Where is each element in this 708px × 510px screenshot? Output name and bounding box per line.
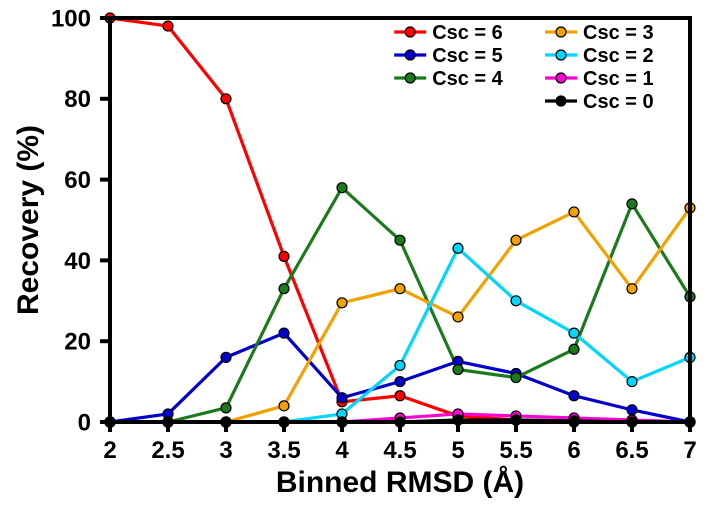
legend-marker-1 [405, 50, 415, 60]
x-tick-label: 6.5 [615, 437, 648, 464]
legend-label-4: Csc = 2 [583, 45, 654, 67]
x-tick-label: 5 [451, 437, 464, 464]
x-tick-label: 3.5 [267, 437, 300, 464]
series-marker-2 [627, 199, 637, 209]
series-marker-2 [569, 344, 579, 354]
x-tick-label: 6 [567, 437, 580, 464]
series-marker-0 [163, 21, 173, 31]
series-marker-3 [395, 284, 405, 294]
legend-marker-4 [556, 50, 566, 60]
series-marker-2 [279, 284, 289, 294]
chart-container: 2 2.5 3 3.5 4 4.5 5 5.5 6 6.5 7 0 20 40 60 80 100 Binned … [0, 0, 708, 510]
x-tick-label: 4.5 [383, 437, 416, 464]
legend-label-1: Csc = 5 [432, 45, 503, 67]
y-tick-label: 80 [64, 86, 91, 113]
series-marker-4 [453, 243, 463, 253]
x-axis-label: Binned RMSD (Å) [276, 466, 524, 499]
x-tick-label: 2.5 [151, 437, 184, 464]
legend-marker-0 [405, 27, 415, 37]
x-tick-label: 2 [103, 437, 116, 464]
recovery-line-chart: 2 2.5 3 3.5 4 4.5 5 5.5 6 6.5 7 0 20 40 60 80 100 Binned … [0, 0, 708, 510]
legend-label-0: Csc = 6 [432, 22, 503, 44]
x-tick-label: 3 [219, 437, 232, 464]
series-marker-0 [395, 391, 405, 401]
x-tick-label: 4 [335, 437, 349, 464]
series-marker-2 [221, 403, 231, 413]
x-tick-label: 5.5 [499, 437, 532, 464]
legend-label-2: Csc = 4 [432, 68, 503, 90]
series-marker-1 [221, 352, 231, 362]
y-tick-label: 60 [64, 167, 91, 194]
series-marker-1 [279, 328, 289, 338]
series-marker-0 [279, 251, 289, 261]
y-tick-label: 0 [78, 409, 91, 436]
series-marker-3 [279, 401, 289, 411]
series-marker-1 [569, 391, 579, 401]
y-tick-label: 20 [64, 329, 91, 356]
legend-label-3: Csc = 3 [583, 22, 654, 44]
series-marker-3 [453, 312, 463, 322]
series-marker-1 [395, 377, 405, 387]
series-marker-1 [627, 405, 637, 415]
series-marker-3 [627, 284, 637, 294]
legend-marker-2 [405, 73, 415, 83]
series-marker-0 [221, 94, 231, 104]
series-marker-4 [395, 360, 405, 370]
series-marker-4 [627, 377, 637, 387]
legend-marker-6 [556, 96, 566, 106]
series-marker-3 [511, 235, 521, 245]
legend-marker-5 [556, 73, 566, 83]
legend-marker-3 [556, 27, 566, 37]
series-marker-2 [453, 364, 463, 374]
series-marker-3 [337, 298, 347, 308]
legend-label-5: Csc = 1 [583, 68, 654, 90]
series-marker-4 [569, 328, 579, 338]
series-marker-2 [337, 183, 347, 193]
y-tick-label: 100 [51, 5, 91, 32]
series-marker-3 [569, 207, 579, 217]
series-marker-4 [511, 296, 521, 306]
series-marker-1 [337, 393, 347, 403]
x-tick-label: 7 [683, 437, 696, 464]
series-marker-2 [511, 373, 521, 383]
y-tick-label: 40 [64, 248, 91, 275]
y-axis-label: Recovery (%) [12, 125, 45, 315]
legend-label-6: Csc = 0 [583, 91, 654, 113]
series-marker-2 [395, 235, 405, 245]
